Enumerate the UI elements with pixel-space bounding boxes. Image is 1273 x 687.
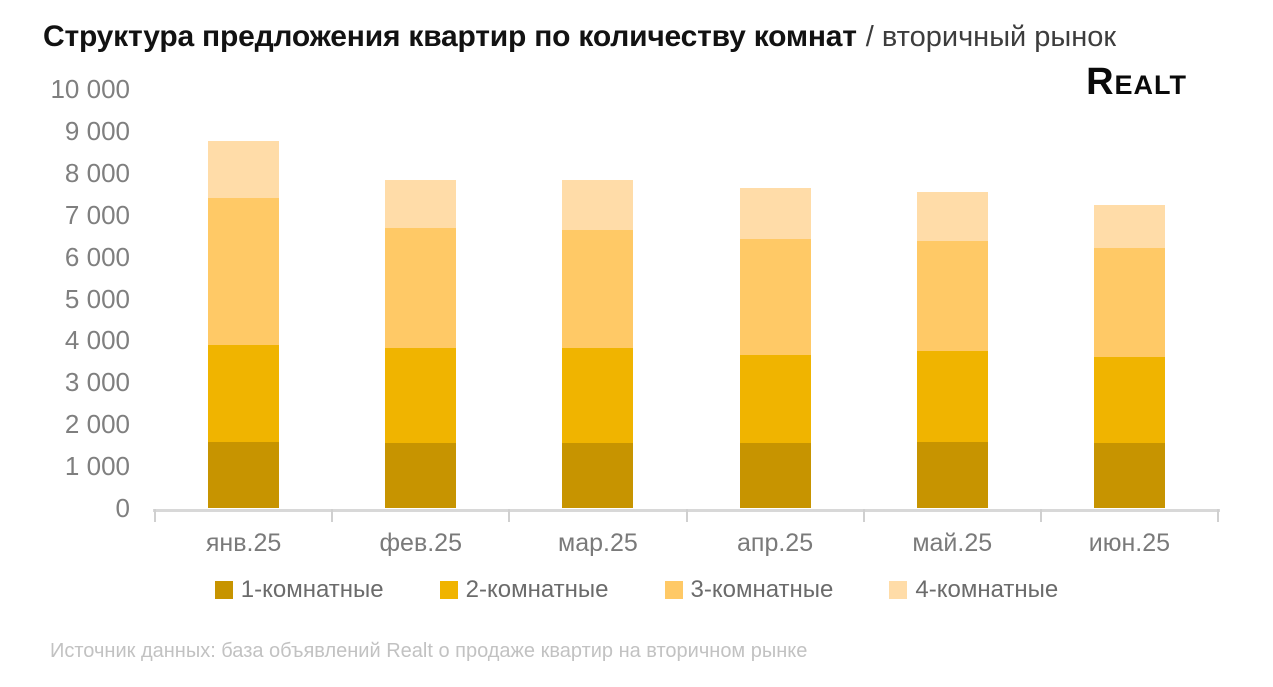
chart-header: Структура предложения квартир по количес… bbox=[43, 20, 1116, 54]
bar-segment-янв.25-3-комнатные bbox=[208, 197, 280, 345]
legend-swatch-icon bbox=[664, 581, 683, 599]
legend-item-3-комнатные: 3-комнатные bbox=[664, 576, 834, 604]
realt-logo: Realt bbox=[1086, 61, 1187, 103]
y-axis-label: 10 000 bbox=[50, 74, 130, 104]
x-axis-label: июн.25 bbox=[1088, 529, 1171, 557]
chart-legend: 1-комнатные 2-комнатные 3-комнатные 4-комна… bbox=[0, 576, 1273, 604]
chart-title: Структура предложения квартир по количес… bbox=[43, 20, 857, 53]
bar-segment-фев.25-3-комнатные bbox=[385, 227, 457, 349]
x-axis-tick bbox=[1039, 509, 1042, 522]
y-axis-label: 8 000 bbox=[64, 157, 130, 188]
bar-segment-фев.25-2-комнатные bbox=[385, 348, 457, 443]
y-axis-label: 5 000 bbox=[64, 283, 130, 314]
bar-segment-фев.25-4-комнатные bbox=[385, 179, 457, 228]
x-axis-tick bbox=[331, 509, 334, 522]
y-axis-label: 3 000 bbox=[64, 367, 130, 398]
bar-segment-май.25-4-комнатные bbox=[916, 191, 988, 242]
bar-segment-июн.25-4-комнатные bbox=[1093, 204, 1165, 248]
bar-segment-мар.25-3-комнатные bbox=[562, 229, 634, 348]
bar-segment-апр.25-4-комнатные bbox=[739, 188, 811, 240]
bar-segment-мар.25-1-комнатные bbox=[562, 442, 634, 508]
y-axis-label: 9 000 bbox=[64, 115, 130, 146]
legend-item-4-комнатные: 4-комнатные bbox=[889, 576, 1058, 604]
bar-segment-июн.25-3-комнатные bbox=[1093, 247, 1165, 357]
y-axis-label: 1 000 bbox=[64, 451, 130, 482]
x-axis-tick bbox=[508, 509, 511, 522]
y-axis-label: 0 bbox=[115, 493, 130, 523]
legend-label: 3-комнатные bbox=[690, 576, 834, 603]
bar-segment-янв.25-4-комнатные bbox=[208, 140, 280, 198]
x-axis-label: мар.25 bbox=[558, 529, 638, 557]
bar-segment-июн.25-2-комнатные bbox=[1093, 356, 1165, 443]
x-axis-label: апр.25 bbox=[737, 529, 814, 557]
legend-item-2-комнатные: 2-комнатные bbox=[439, 576, 609, 604]
bar-segment-июн.25-1-комнатные bbox=[1093, 442, 1165, 508]
y-axis-label: 4 000 bbox=[64, 325, 130, 356]
legend-swatch-icon bbox=[439, 581, 458, 599]
x-axis-label: май.25 bbox=[912, 529, 993, 557]
legend-label: 1-комнатные bbox=[240, 576, 384, 603]
bar-segment-май.25-1-комнатные bbox=[916, 441, 988, 508]
bar-segment-апр.25-1-комнатные bbox=[739, 442, 811, 508]
legend-swatch-icon bbox=[889, 581, 908, 599]
bar-segment-янв.25-2-комнатные bbox=[208, 344, 280, 442]
legend-item-1-комнатные: 1-комнатные bbox=[214, 576, 384, 604]
chart-subtitle: / вторичный рынок bbox=[865, 21, 1117, 53]
x-axis-tick bbox=[685, 509, 688, 522]
bar-segment-мар.25-4-комнатные bbox=[562, 180, 634, 230]
legend-swatch-icon bbox=[214, 581, 233, 599]
x-axis-label: фев.25 bbox=[379, 529, 462, 557]
bar-segment-апр.25-3-комнатные bbox=[739, 239, 811, 356]
y-axis-label: 6 000 bbox=[64, 241, 130, 272]
bar-segment-янв.25-1-комнатные bbox=[208, 441, 280, 508]
bar-segment-фев.25-1-комнатные bbox=[385, 442, 457, 508]
source-note: Источник данных: база объявлений Realt о… bbox=[50, 640, 808, 662]
legend-label: 4-комнатные bbox=[915, 576, 1059, 603]
y-axis-label: 2 000 bbox=[64, 409, 130, 440]
y-axis-label: 7 000 bbox=[64, 199, 130, 230]
bar-segment-апр.25-2-комнатные bbox=[739, 355, 811, 443]
bar-segment-мар.25-2-комнатные bbox=[562, 347, 634, 443]
bar-segment-май.25-3-комнатные bbox=[916, 241, 988, 352]
x-axis-tick bbox=[862, 509, 865, 522]
legend-label: 2-комнатные bbox=[465, 576, 609, 603]
bar-segment-май.25-2-комнатные bbox=[916, 351, 988, 442]
x-axis-tick bbox=[154, 509, 156, 522]
x-axis-tick bbox=[1217, 509, 1219, 522]
x-axis-label: янв.25 bbox=[205, 529, 282, 557]
